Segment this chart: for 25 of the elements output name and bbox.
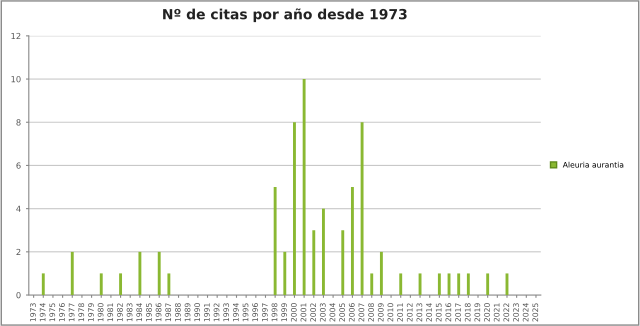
bar [350,187,354,296]
bar [466,273,470,296]
chart-title: Nº de citas por año desde 1973 [163,8,407,22]
y-tick-label: 8 [16,119,21,126]
bar [380,252,383,296]
bar [486,273,490,296]
y-tick-label: 0 [16,292,21,298]
y-tick-label: 4 [16,206,21,212]
bar [274,187,277,296]
bar [138,252,142,296]
y-tick-label: 12 [11,32,20,40]
bar [167,273,170,296]
bar [119,273,122,296]
bar [322,208,325,296]
bar [457,273,460,296]
y-tick-label: 2 [16,248,20,255]
bar [438,273,441,296]
y-tick-label: 6 [16,162,21,169]
bar [448,273,450,296]
bar [506,273,508,296]
bar [302,79,306,296]
bar [418,273,422,296]
bar [360,122,364,296]
bar [293,122,296,296]
y-tick-label: 10 [11,76,21,82]
